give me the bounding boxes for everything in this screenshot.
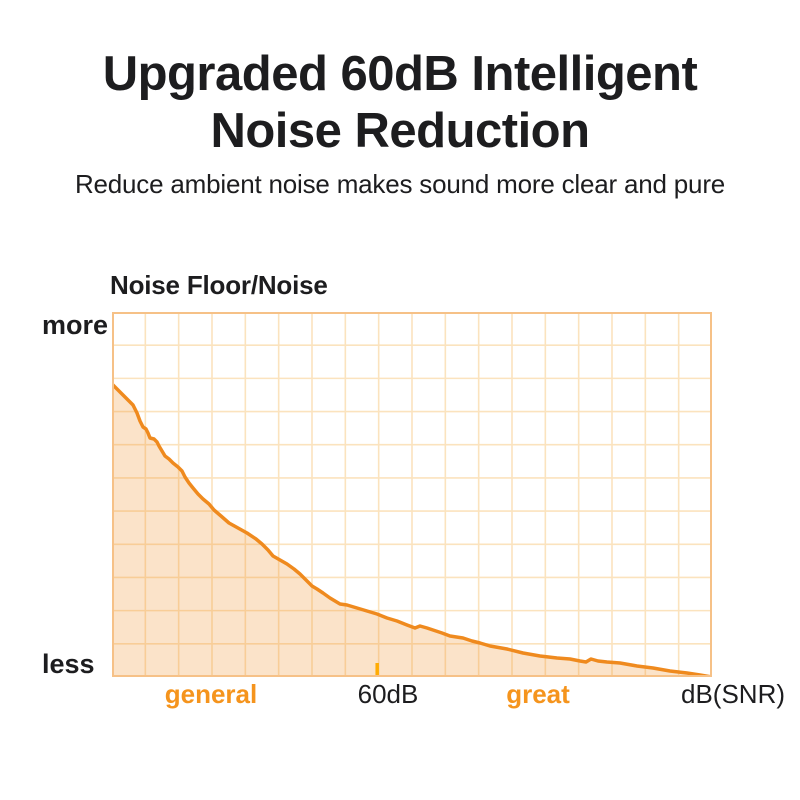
chart-border <box>112 312 712 677</box>
chart-grid <box>112 312 712 677</box>
x-axis-label-snr: dB(SNR) <box>680 679 786 709</box>
chart-title: Noise Floor/Noise <box>110 270 328 300</box>
x-axis-labels: general 60dB great dB(SNR) <box>112 679 785 713</box>
page-title-line1: Upgraded 60dB Intelligent <box>102 47 698 101</box>
noise-chart-plot <box>112 312 712 677</box>
page-subtitle: Reduce ambient noise makes sound more cl… <box>74 169 726 199</box>
page-title-line2: Noise Reduction <box>210 104 590 158</box>
x-axis-label-great: great <box>506 679 570 709</box>
y-axis-label-more: more <box>42 310 109 340</box>
noise-curve <box>112 382 712 677</box>
page-title: Upgraded 60dB Intelligent Noise Reductio… <box>0 46 800 160</box>
noise-chart-svg <box>112 312 712 677</box>
y-axis-label-less: less <box>42 649 95 679</box>
x-axis-label-general: general <box>164 679 258 709</box>
noise-curve-fill <box>112 384 712 677</box>
x-axis-label-60db: 60dB <box>357 679 419 709</box>
